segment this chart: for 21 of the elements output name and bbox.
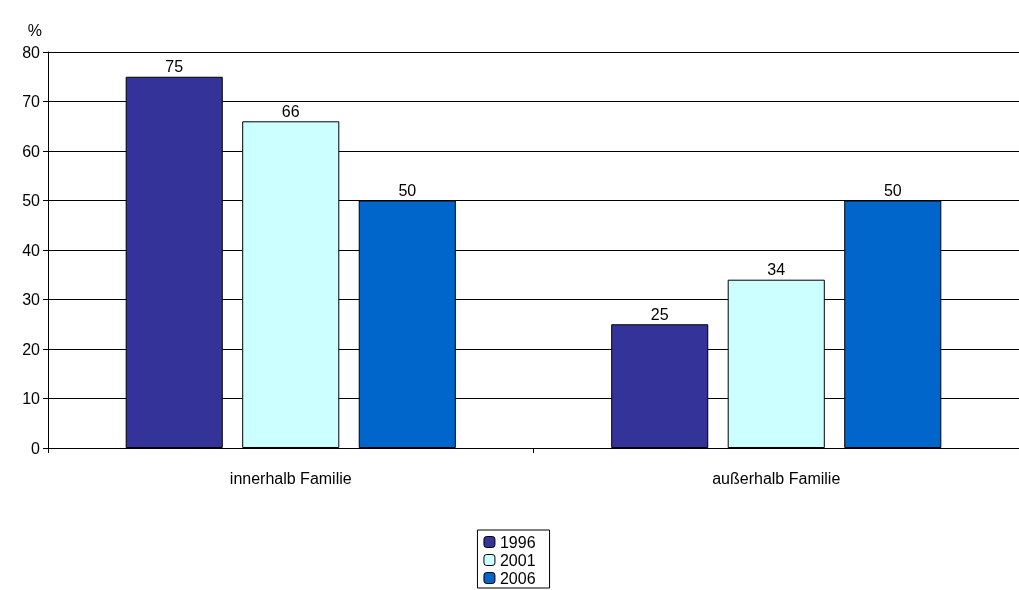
y-tick-label: 10 (22, 390, 41, 407)
y-tick-label: 50 (22, 192, 41, 209)
y-tick-label: 70 (22, 93, 41, 110)
data-label: 75 (165, 58, 184, 76)
y-axis-title: % (27, 21, 42, 39)
data-label: 25 (650, 305, 669, 323)
y-tick-label: 30 (22, 291, 41, 308)
data-label: 66 (281, 102, 300, 120)
x-tick-label: außerhalb Familie (712, 469, 841, 487)
legend-label: 1996 (499, 533, 536, 551)
data-label: 34 (767, 261, 786, 279)
y-tick-label: 0 (31, 439, 41, 457)
y-tick-label: 20 (22, 340, 41, 358)
x-tick-label: innerhalb Familie (229, 469, 352, 487)
y-tick-label: 60 (22, 142, 41, 160)
legend-label: 2006 (499, 569, 536, 587)
legend-label: 2001 (499, 551, 536, 569)
data-label: 50 (398, 182, 417, 199)
data-label: 50 (883, 182, 902, 199)
y-tick-label: 80 (22, 43, 41, 61)
y-tick-label: 40 (22, 241, 41, 259)
